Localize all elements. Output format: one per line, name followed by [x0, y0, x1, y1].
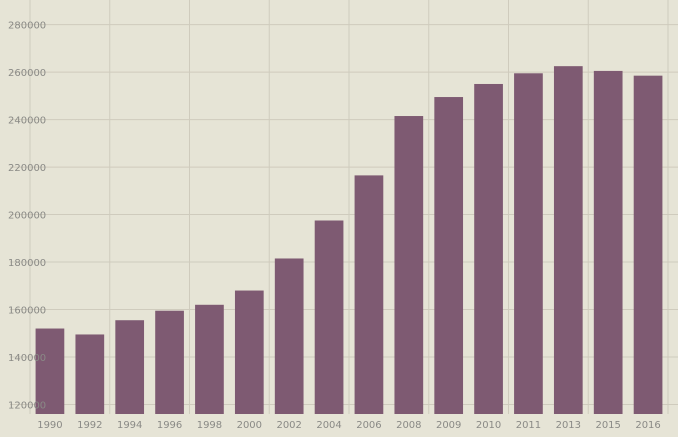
bar	[274, 258, 304, 414]
x-axis-ticks: 1990 1992 1994 1996 1998 2000 2002 2004 2006 2008…	[37, 420, 661, 431]
x-tick-label: 1992	[77, 420, 102, 431]
bar	[633, 75, 663, 415]
x-tick-label: 2011	[516, 420, 541, 431]
y-tick-label: 260000	[8, 68, 46, 79]
bar	[394, 116, 424, 415]
grid	[10, 0, 678, 414]
bar	[234, 290, 264, 414]
y-tick-label: 200000	[8, 211, 46, 222]
x-tick-label: 1998	[197, 420, 222, 431]
x-tick-label: 2008	[396, 420, 421, 431]
x-tick-label: 2002	[276, 420, 301, 431]
y-tick-label: 180000	[8, 258, 46, 269]
bar	[155, 310, 184, 414]
bars	[35, 66, 663, 415]
x-tick-label: 1996	[157, 420, 182, 431]
x-tick-label: 2009	[436, 420, 461, 431]
x-tick-label: 2000	[237, 420, 262, 431]
x-tick-label: 2006	[356, 420, 381, 431]
bar	[195, 304, 224, 414]
y-tick-label: 140000	[8, 353, 46, 364]
y-tick-label: 280000	[8, 21, 46, 32]
bar	[434, 97, 464, 414]
bar	[474, 83, 503, 414]
bar	[514, 73, 543, 415]
bar	[115, 320, 145, 414]
bar	[553, 66, 583, 415]
x-tick-label: 2004	[316, 420, 341, 431]
bar	[593, 70, 623, 415]
y-tick-label: 160000	[8, 306, 46, 317]
bar	[35, 328, 65, 414]
y-axis-ticks: 120000 140000 160000 180000 200000 220000 2400…	[8, 21, 46, 412]
x-tick-label: 2010	[476, 420, 501, 431]
bar	[354, 175, 384, 414]
x-tick-label: 1994	[117, 420, 142, 431]
bar	[75, 334, 105, 414]
x-tick-label: 2016	[635, 420, 660, 431]
x-tick-label: 1990	[37, 420, 62, 431]
y-tick-label: 220000	[8, 163, 46, 174]
x-tick-label: 2013	[556, 420, 581, 431]
y-tick-label: 240000	[8, 116, 46, 127]
bar	[314, 220, 344, 414]
y-tick-label: 120000	[8, 401, 46, 412]
x-tick-label: 2015	[595, 420, 620, 431]
